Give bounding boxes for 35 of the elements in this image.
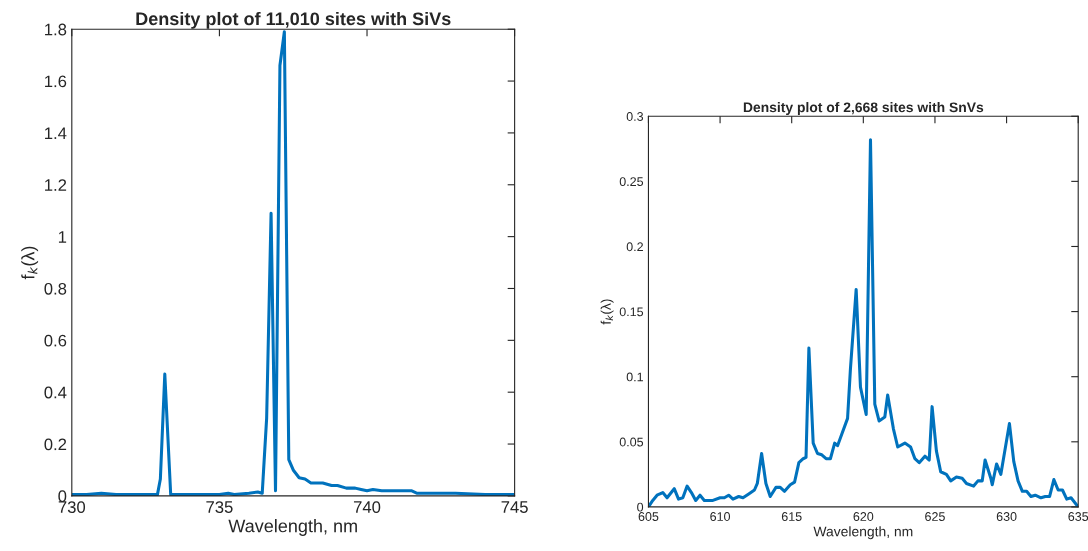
line-series — [71, 30, 515, 496]
y-tick-label: 0 — [58, 490, 67, 503]
y-tick-label: 0.2 — [626, 242, 643, 252]
x-tick-label: 635 — [1068, 512, 1088, 521]
x-tick-label: 605 — [638, 512, 659, 521]
x-tick-label: 745 — [501, 501, 528, 513]
y-axis-title: f$_{k}$(λ) — [21, 246, 39, 280]
y-tick-label: 0.2 — [44, 438, 67, 451]
y-tick-label: 0.25 — [619, 177, 644, 187]
y-tick-label: 1.2 — [45, 179, 67, 191]
y-tick-label: 1.6 — [45, 75, 67, 88]
chart-title: Density plot of 2,668 sites with SnVs — [743, 102, 984, 115]
chart-title: Density plot of 11,010 sites with SiVs — [136, 11, 451, 29]
x-tick-label: 615 — [781, 512, 802, 521]
x-tick-label: 735 — [206, 501, 233, 513]
y-tick-label: 0.4 — [44, 386, 67, 399]
y-tick-label: 0.6 — [44, 334, 67, 347]
x-tick-label: 625 — [925, 512, 945, 521]
y-tick-label: 0.05 — [619, 437, 644, 447]
y-tick-label: 0.15 — [619, 307, 644, 317]
y-tick-label: 0 — [637, 502, 644, 512]
x-tick-label: 610 — [710, 512, 731, 521]
x-tick-label: 730 — [58, 501, 86, 513]
y-tick-label: 1.8 — [45, 23, 67, 36]
x-tick-label: 630 — [996, 512, 1017, 521]
x-tick-label: 620 — [853, 512, 874, 521]
y-tick-label: 0.1 — [626, 372, 643, 382]
y-axis-title: f$_{k}$(λ) — [600, 299, 614, 325]
x-axis-title: Wavelength, nm — [228, 519, 357, 536]
x-tick-label: 740 — [353, 501, 381, 513]
y-tick-label: 1.4 — [45, 127, 67, 139]
x-axis-title: Wavelength, nm — [813, 526, 913, 540]
y-tick-label: 1 — [58, 231, 67, 243]
y-tick-label: 0.8 — [44, 282, 67, 295]
y-tick-label: 0.3 — [626, 112, 644, 121]
